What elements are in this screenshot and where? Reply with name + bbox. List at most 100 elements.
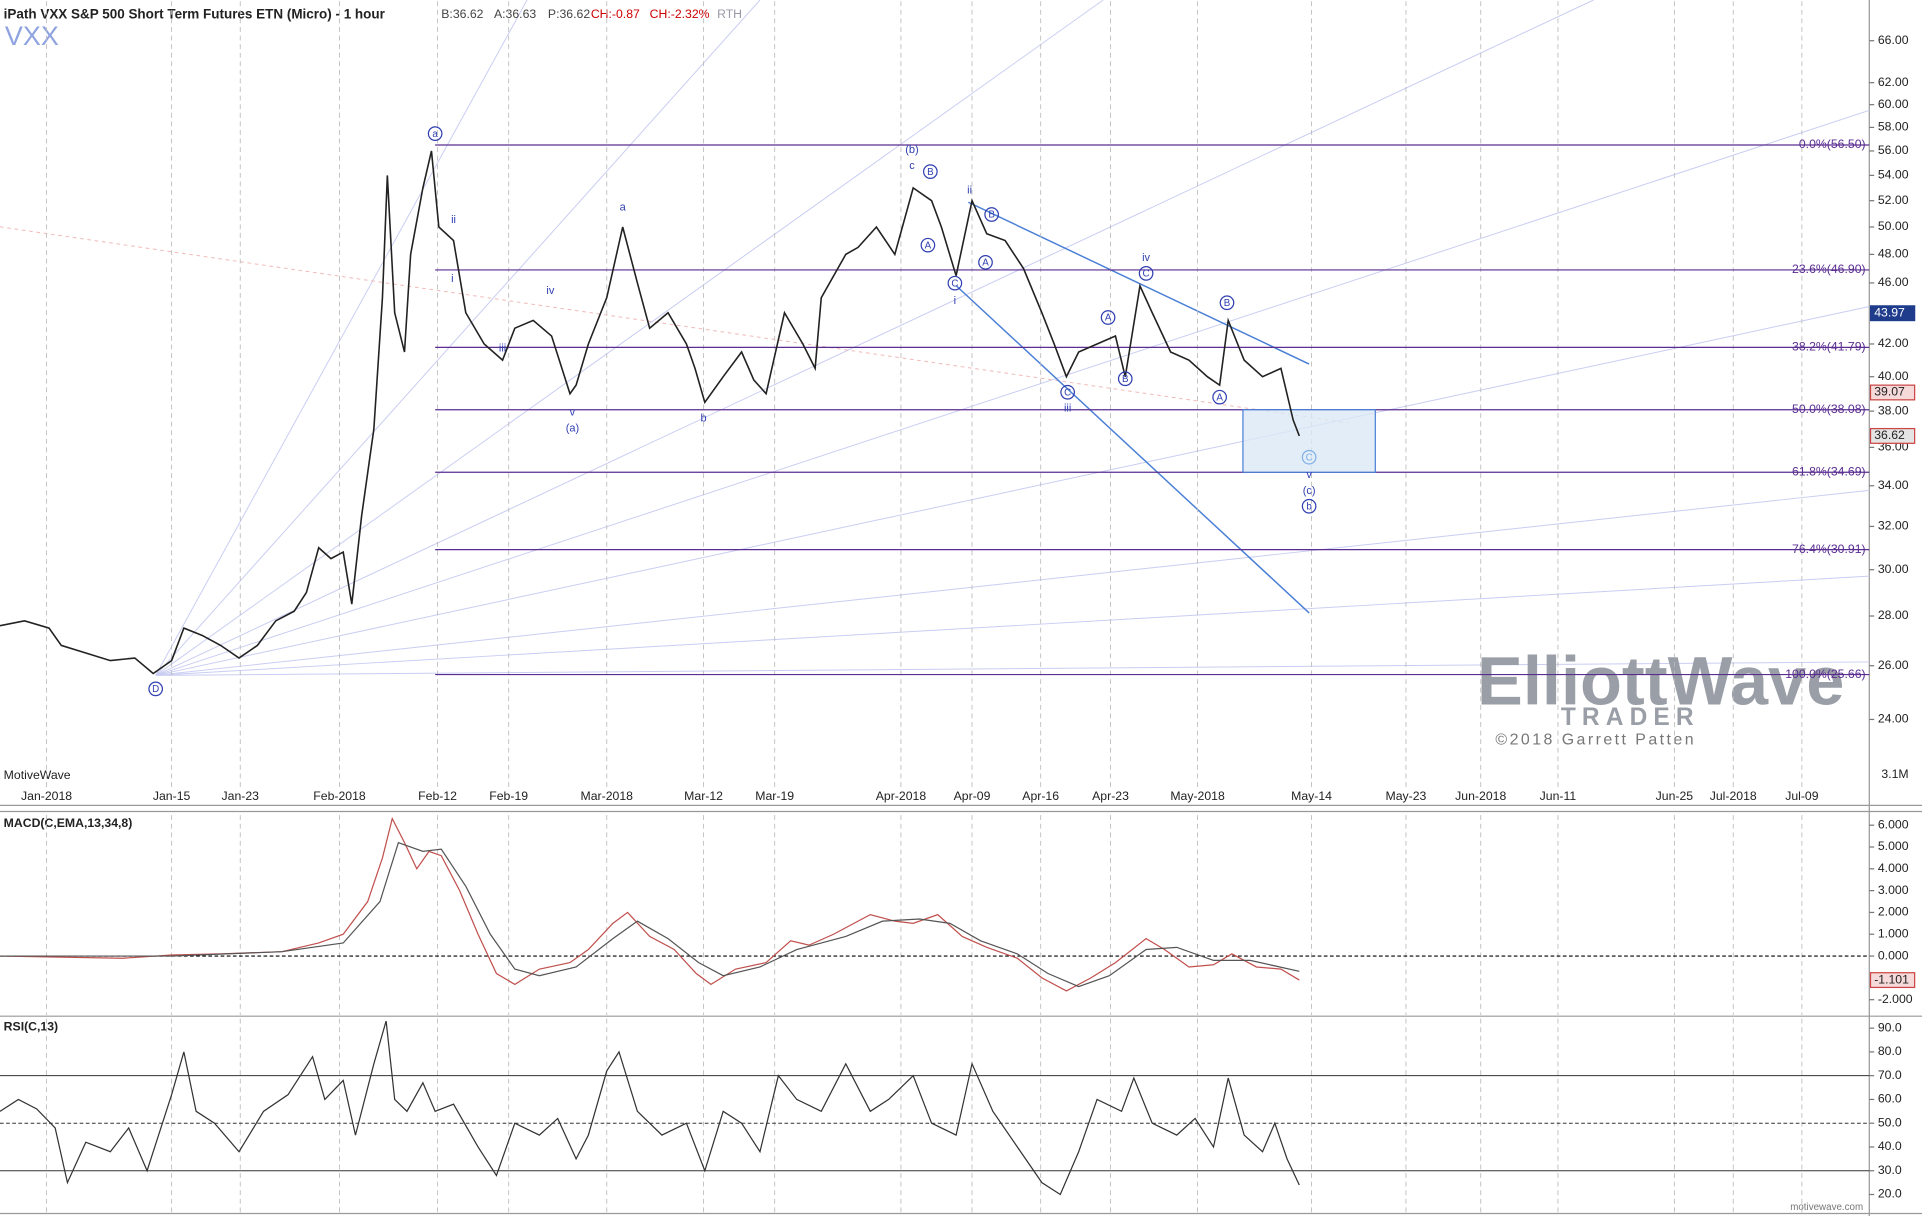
wave-label: iv: [1142, 252, 1150, 264]
wave-label: D: [152, 684, 159, 695]
x-tick-label: Apr-09: [954, 789, 991, 803]
x-tick-label: Jan-23: [222, 789, 260, 803]
y-tick-label: 46.00: [1878, 275, 1909, 289]
y-tick-label: 40.0: [1878, 1139, 1902, 1153]
wave-label: a: [620, 202, 627, 214]
y-tick-label: 60.00: [1878, 97, 1909, 111]
wave-label: A: [1216, 392, 1223, 403]
quote: A:36.63: [494, 7, 536, 21]
series-line: [0, 841, 1300, 988]
fib-label: 100.0%(25.66): [1785, 667, 1865, 681]
price-marker: [1869, 305, 1916, 322]
wave-label: C: [1306, 452, 1313, 463]
fib-label: 76.4%(30.91): [1792, 542, 1866, 556]
wave-circle: [947, 275, 963, 291]
x-tick-label: Jan-15: [153, 789, 191, 803]
quote: RTH: [717, 7, 742, 21]
y-tick-label: 66.00: [1878, 33, 1909, 47]
wave-label: B: [1122, 374, 1129, 385]
copyright: ©2018 Garrett Patten: [1495, 732, 1696, 749]
y-tick-label: 54.00: [1878, 168, 1909, 182]
fib-label: 0.0%(56.50): [1799, 137, 1866, 151]
price-marker-label: 36.62: [1874, 428, 1905, 442]
y-tick-label: 42.00: [1878, 336, 1909, 350]
y-tick-label: 50.00: [1878, 219, 1909, 233]
x-tick-label: Jul-09: [1785, 789, 1819, 803]
y-tick-label: 1.000: [1878, 926, 1909, 940]
x-tick-label: Feb-12: [418, 789, 457, 803]
fib-label: 61.8%(34.69): [1792, 465, 1866, 479]
wave-label: B: [927, 167, 934, 178]
vendor: MotiveWave: [4, 768, 71, 782]
wave-label: c: [909, 160, 915, 172]
wave-circle: [1138, 266, 1154, 281]
quote: CH:-0.87: [591, 7, 640, 21]
wave-circle: [1212, 389, 1227, 405]
x-tick-label: Feb-19: [489, 789, 528, 803]
wave-circle: [1117, 371, 1133, 387]
wave-circle: [1219, 295, 1235, 311]
volume-label: 3.1M: [1881, 767, 1908, 781]
y-tick-label: 70.0: [1878, 1068, 1902, 1082]
wave-label: iii: [499, 343, 506, 355]
wave-label: B: [1224, 298, 1231, 309]
wave-label: ii: [967, 185, 972, 197]
wave-label: iv: [546, 285, 554, 297]
y-tick-label: 2.000: [1878, 905, 1909, 919]
wave-label: v: [570, 406, 576, 418]
y-tick-label: 6.000: [1878, 817, 1909, 831]
series-line: [0, 816, 1300, 992]
x-tick-label: Jun-11: [1540, 789, 1577, 803]
wave-label: i: [954, 295, 956, 307]
wave-circle: [1301, 449, 1317, 465]
chart-title: iPath VXX S&P 500 Short Term Futures ETN…: [4, 6, 386, 21]
y-tick-label: 26.00: [1878, 658, 1909, 672]
y-tick-label: 62.00: [1878, 75, 1909, 89]
wave-label: ii: [451, 214, 456, 226]
wave-label: A: [982, 258, 989, 269]
logo-brand: ElliottWave: [1477, 643, 1844, 720]
y-tick-label: 3.000: [1878, 883, 1909, 897]
quote: B:36.62: [441, 7, 483, 21]
y-tick-label: 4.000: [1878, 861, 1909, 875]
price-marker: [1869, 972, 1916, 989]
fib-label: 23.6%(46.90): [1792, 262, 1866, 276]
y-tick-label: 5.000: [1878, 839, 1909, 853]
wave-label: C: [1143, 269, 1150, 280]
wave-label: (b): [905, 144, 918, 156]
x-tick-label: Mar-19: [755, 789, 794, 803]
price-marker: [1869, 427, 1916, 444]
trend-line: [955, 285, 1310, 614]
wave-label: B: [988, 210, 995, 221]
y-tick-label: 90.0: [1878, 1020, 1902, 1034]
wave-circle: [923, 164, 938, 179]
price-marker-label: 43.97: [1874, 305, 1905, 319]
y-tick-label: 58.00: [1878, 120, 1909, 134]
wave-circle: [1100, 310, 1116, 325]
logo-sub: TRADER: [1561, 704, 1700, 731]
wave-label: C: [951, 278, 958, 289]
wave-circle: [984, 207, 999, 222]
target-zone: [1242, 409, 1376, 473]
symbol: VXX: [5, 21, 59, 51]
wave-label: a: [432, 129, 438, 140]
panel-title: RSI(C,13): [4, 1019, 58, 1033]
y-tick-label: 34.00: [1878, 478, 1909, 492]
panel-title: MACD(C,EMA,13,34,8): [4, 816, 133, 830]
x-tick-label: Feb-2018: [313, 789, 366, 803]
quote: CH:-2.32%: [650, 7, 710, 21]
x-tick-label: May-14: [1291, 789, 1332, 803]
x-tick-label: May-23: [1386, 789, 1427, 803]
y-tick-label: 38.00: [1878, 403, 1909, 417]
fib-label: 50.0%(38.08): [1792, 402, 1866, 416]
y-tick-label: 32.00: [1878, 519, 1909, 533]
wave-label: b: [1306, 501, 1312, 512]
wave-label: A: [1105, 313, 1112, 324]
series-line: [0, 1020, 1300, 1196]
site: motivewave.com: [1790, 1202, 1863, 1213]
y-tick-label: 20.0: [1878, 1187, 1902, 1201]
x-tick-label: Jan-2018: [21, 789, 72, 803]
y-tick-label: 28.00: [1878, 608, 1909, 622]
x-tick-label: Apr-16: [1022, 789, 1059, 803]
